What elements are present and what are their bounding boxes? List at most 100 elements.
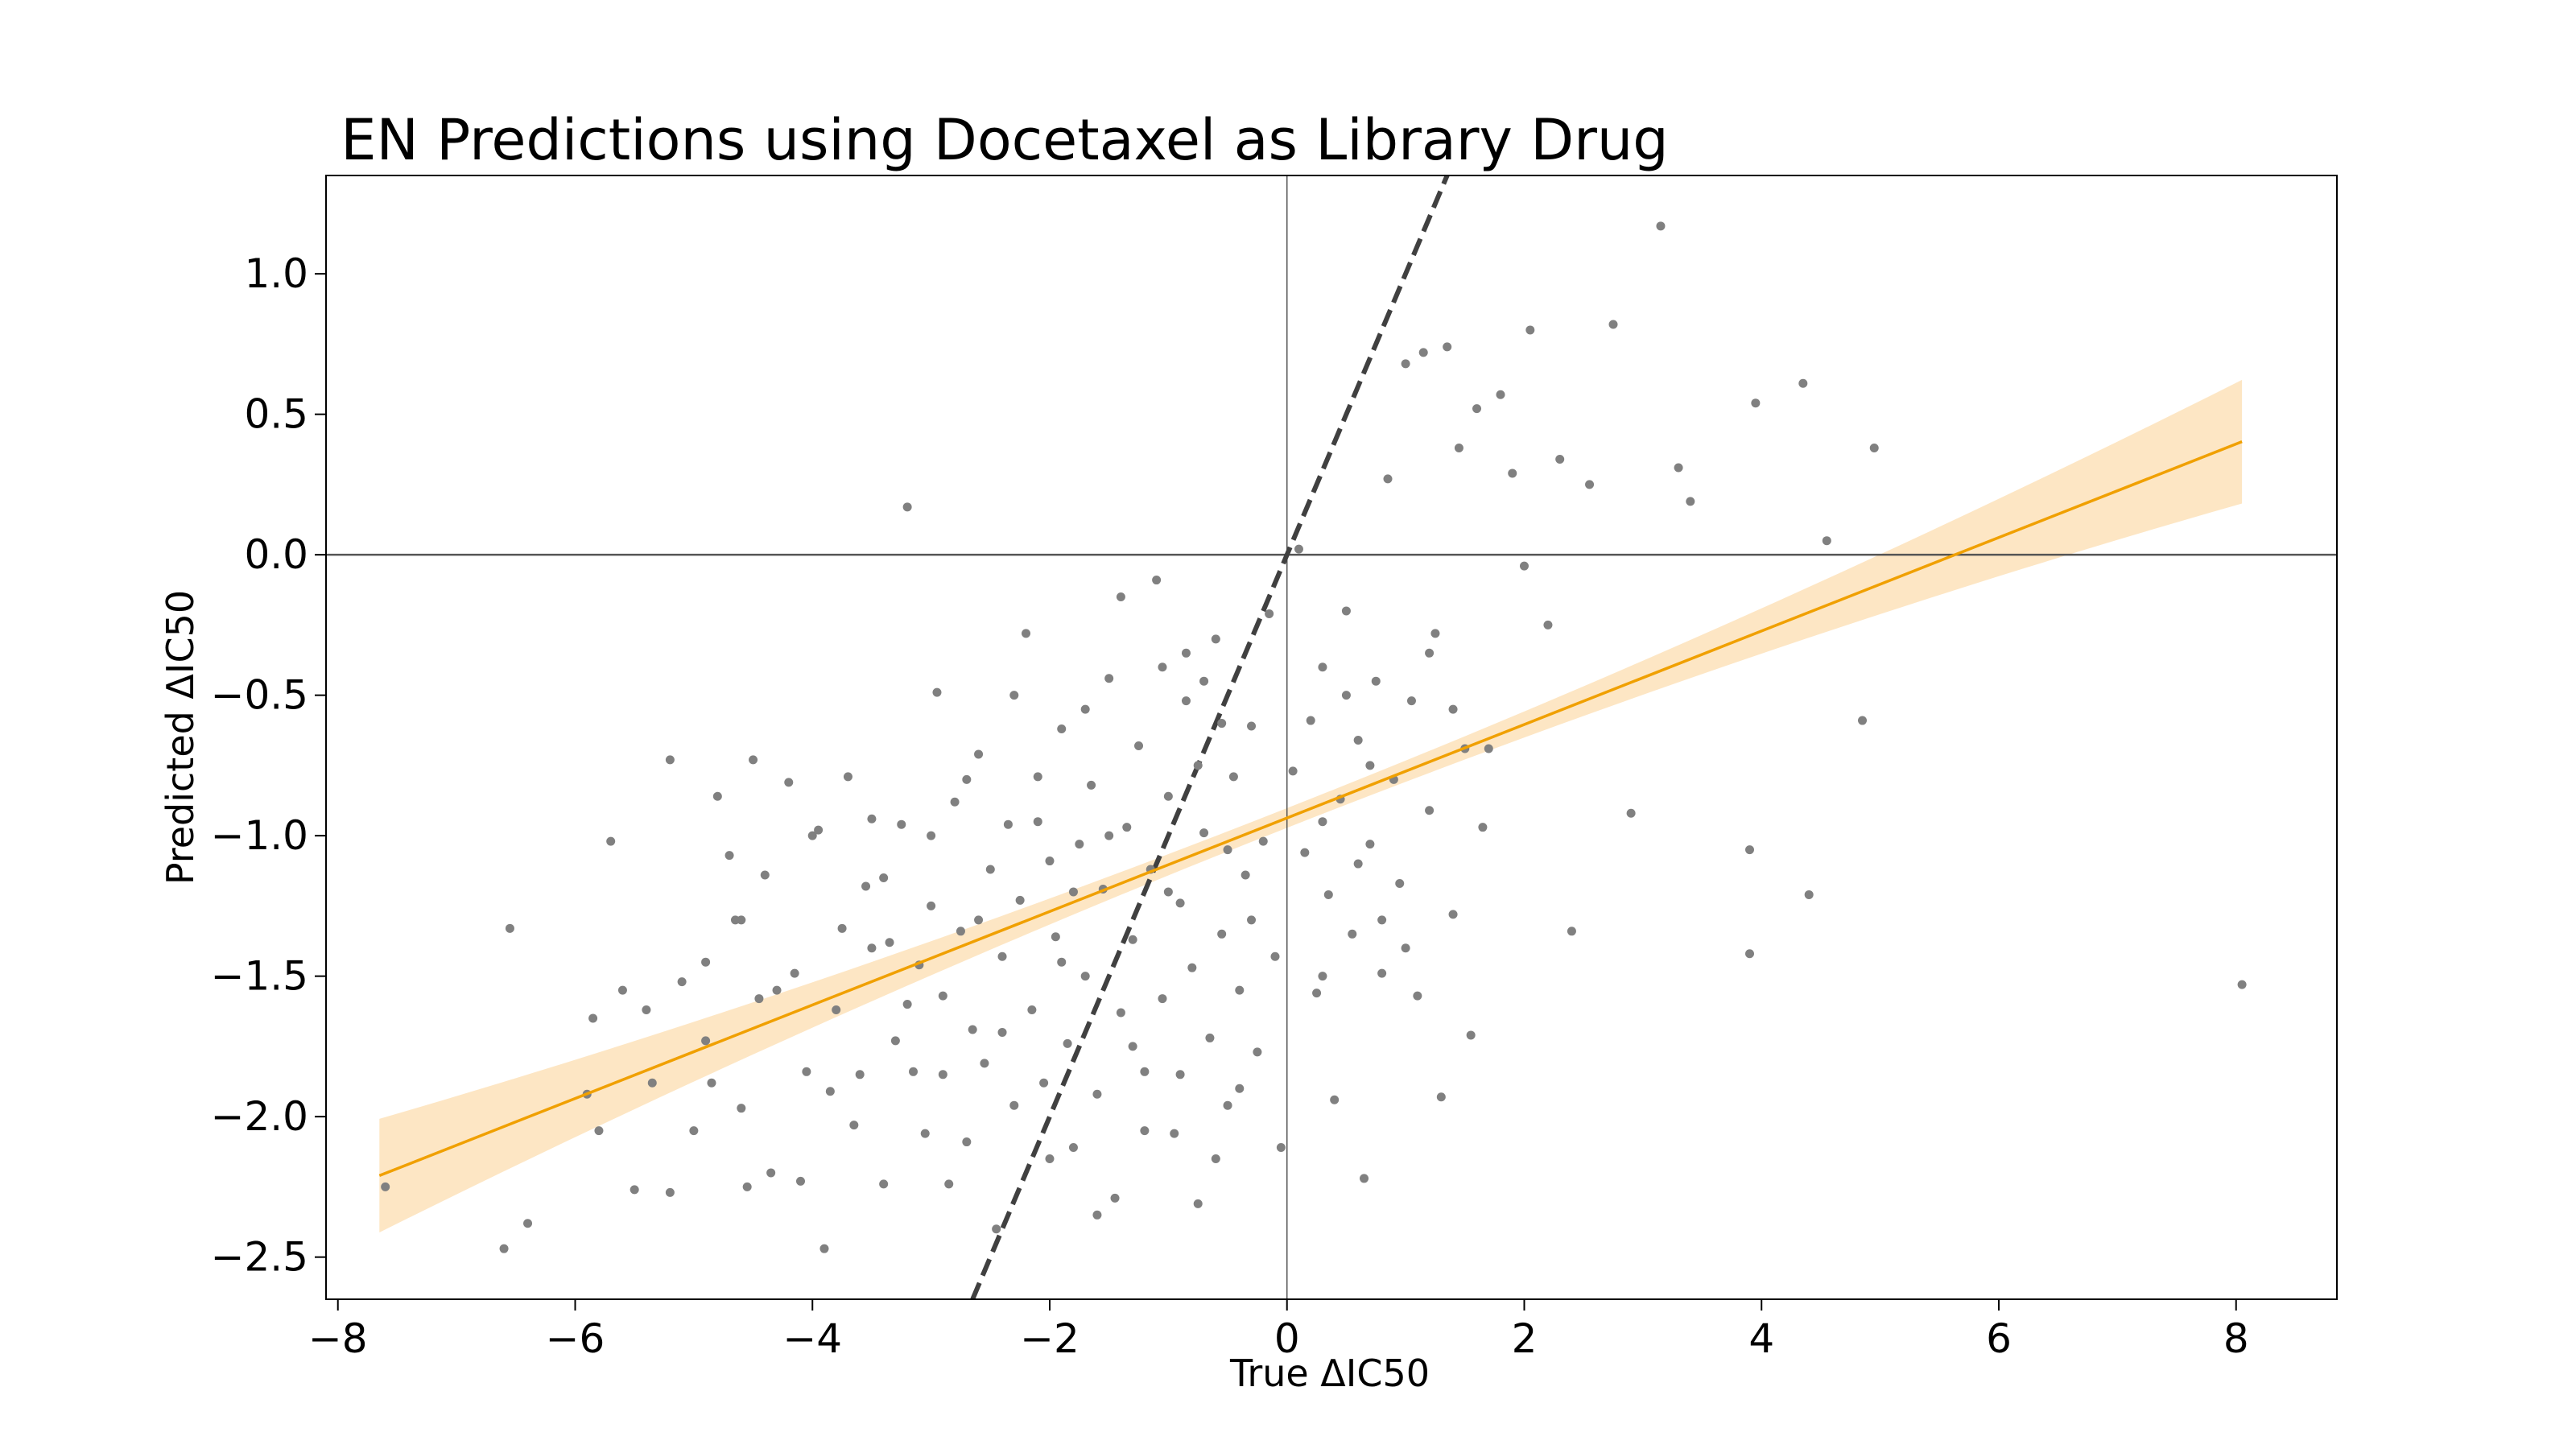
data-point — [1585, 480, 1595, 489]
data-point — [1608, 320, 1618, 329]
data-point — [1425, 648, 1435, 658]
data-point — [1092, 1089, 1102, 1099]
data-point — [1116, 592, 1125, 601]
data-point — [1436, 1092, 1446, 1102]
data-point — [1508, 469, 1517, 478]
x-tick-label: −6 — [546, 1315, 605, 1362]
data-point — [1543, 620, 1553, 629]
data-point — [1217, 929, 1227, 939]
data-point — [1181, 696, 1191, 706]
data-point — [1306, 716, 1315, 725]
data-point — [867, 814, 877, 824]
data-point — [1033, 817, 1042, 827]
regression-layer — [378, 440, 2243, 1178]
data-point — [1656, 221, 1666, 231]
data-point — [1104, 831, 1114, 840]
data-point — [689, 1126, 699, 1136]
data-point — [606, 836, 616, 846]
data-point — [1276, 1143, 1286, 1153]
data-point — [1353, 735, 1363, 745]
confidence-band-layer — [379, 379, 2243, 1232]
data-point — [1170, 1129, 1179, 1138]
x-tick-label: 4 — [1748, 1315, 1774, 1362]
data-point — [1377, 915, 1387, 925]
data-point — [1122, 823, 1132, 832]
data-point — [1015, 895, 1025, 905]
data-point — [1265, 609, 1274, 618]
data-point — [956, 927, 965, 936]
data-point — [1181, 648, 1191, 658]
data-point — [1348, 929, 1357, 939]
data-point — [1341, 606, 1351, 616]
data-point — [701, 1036, 711, 1046]
data-point — [737, 915, 746, 925]
data-point — [1318, 817, 1327, 827]
data-point — [1466, 1030, 1476, 1040]
data-point — [974, 749, 984, 759]
data-point — [909, 1067, 919, 1076]
data-point — [1134, 741, 1144, 750]
data-point — [1063, 1038, 1072, 1048]
y-tick-label: −0.5 — [211, 672, 308, 719]
data-point — [1003, 819, 1013, 829]
y-axis-label: Predicted ΔIC50 — [159, 590, 202, 885]
data-point — [1068, 1143, 1078, 1153]
data-point — [505, 923, 514, 933]
x-tick-label: −8 — [308, 1315, 368, 1362]
data-point — [1080, 972, 1090, 981]
data-point — [997, 951, 1007, 961]
data-point — [665, 1187, 675, 1197]
data-point — [879, 873, 889, 882]
data-point — [1228, 772, 1238, 782]
data-point — [825, 1087, 835, 1096]
data-point — [950, 797, 960, 807]
data-points-layer — [381, 221, 2247, 1253]
data-point — [1318, 972, 1327, 981]
y-tick-label: 1.0 — [244, 250, 308, 297]
data-point — [1425, 806, 1435, 815]
data-point — [1330, 1095, 1340, 1104]
data-point — [1217, 719, 1227, 729]
data-point — [992, 1224, 1001, 1234]
data-point — [962, 774, 972, 784]
data-point — [849, 1121, 859, 1130]
data-point — [1519, 561, 1529, 571]
data-point — [1406, 696, 1416, 706]
data-point — [594, 1126, 604, 1136]
data-point — [861, 881, 871, 891]
x-axis-label: True ΔIC50 — [1229, 1352, 1430, 1395]
data-point — [1744, 949, 1754, 959]
data-point — [843, 772, 852, 782]
data-point — [932, 687, 942, 697]
data-point — [1235, 985, 1245, 995]
data-point — [523, 1219, 533, 1228]
data-point — [1371, 676, 1381, 686]
data-point — [1365, 761, 1375, 770]
data-point — [1080, 704, 1090, 714]
x-axis-ticks: −8 −6 −4 −2 0 2 4 6 8 — [308, 1299, 2249, 1362]
data-point — [1300, 848, 1310, 857]
data-point — [707, 1078, 716, 1088]
x-tick-label: 0 — [1274, 1315, 1300, 1362]
data-point — [944, 1179, 954, 1189]
data-point — [1443, 342, 1452, 352]
y-tick-label: −2.0 — [211, 1093, 308, 1140]
data-point — [647, 1078, 657, 1088]
data-point — [1187, 963, 1197, 972]
data-point — [766, 1168, 776, 1178]
data-point — [885, 938, 894, 947]
data-point — [1128, 1042, 1137, 1051]
data-point — [1175, 898, 1185, 908]
data-point — [701, 957, 711, 967]
data-point — [1092, 1210, 1102, 1220]
y-tick-label: −1.0 — [211, 812, 308, 859]
data-point — [968, 1025, 977, 1034]
data-point — [1009, 691, 1019, 700]
data-point — [1033, 772, 1042, 782]
data-point — [802, 1067, 811, 1076]
data-point — [772, 985, 782, 995]
data-point — [938, 1070, 947, 1079]
data-point — [724, 851, 734, 861]
data-point — [1205, 1033, 1215, 1042]
